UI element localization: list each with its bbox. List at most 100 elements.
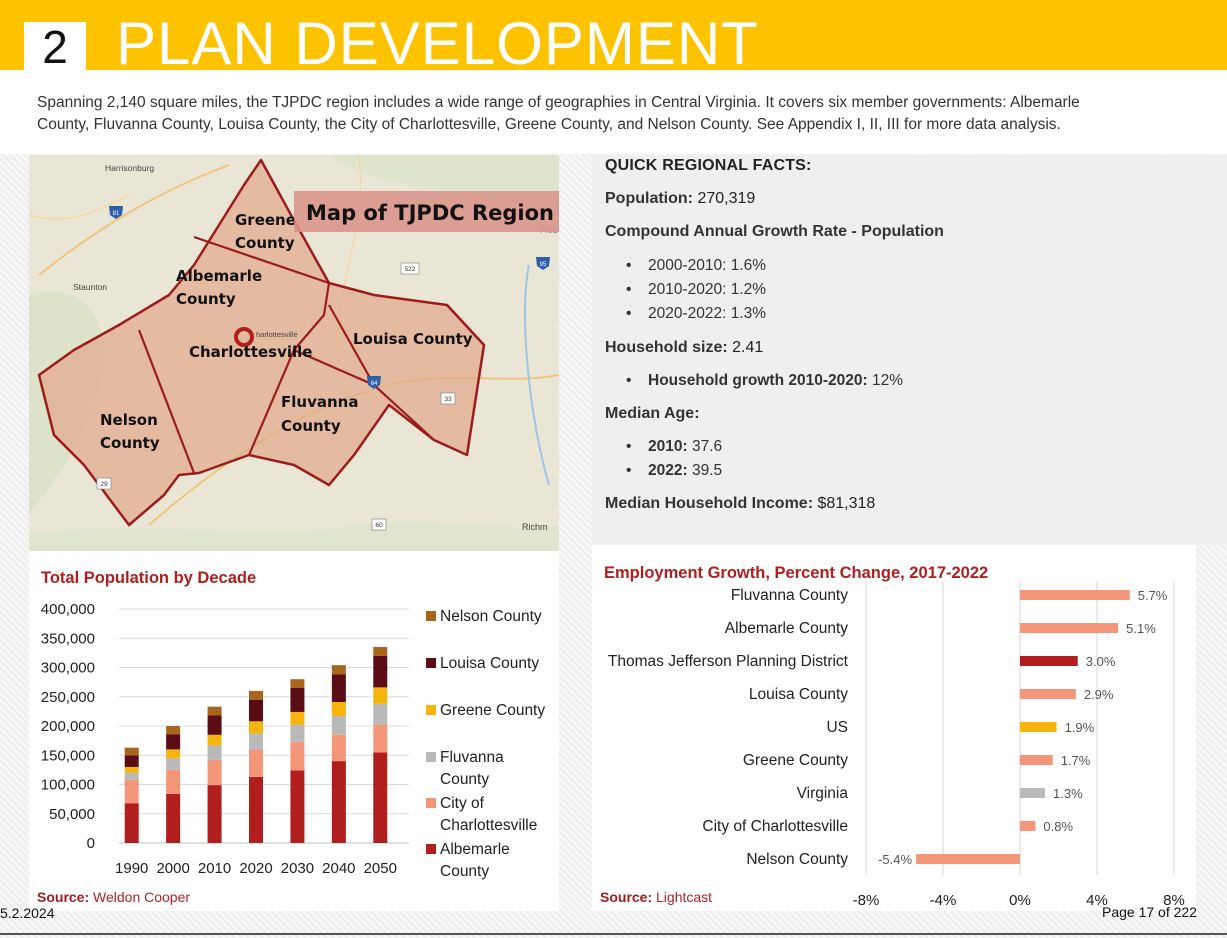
- category-label: Nelson County: [746, 851, 848, 868]
- intro-paragraph: Spanning 2,140 square miles, the TJPDC r…: [37, 92, 1207, 136]
- x-tick-label: 4%: [1086, 892, 1108, 909]
- bar-segment: [249, 749, 263, 777]
- bar-segment: [373, 703, 388, 725]
- route-60-shield: 60: [371, 518, 387, 531]
- x-tick-label: 2000: [156, 860, 189, 877]
- data-label: -5.4%: [878, 852, 912, 867]
- legend-label: Albemarle: [440, 841, 510, 858]
- population-chart-title: Total Population by Decade: [41, 569, 256, 587]
- bar: [916, 854, 1020, 864]
- bar-segment: [166, 758, 181, 770]
- bar-segment: [373, 687, 388, 704]
- bar-segment: [290, 711, 305, 725]
- legend-label: County: [440, 771, 489, 788]
- header-bar: [0, 0, 1227, 70]
- category-label: US: [826, 719, 848, 736]
- data-label: 1.9%: [1065, 720, 1095, 735]
- bar: [1020, 623, 1119, 633]
- bar-segment: [290, 724, 305, 742]
- bar-segment: [331, 665, 346, 675]
- label-harrisonburg: Harrisonburg: [105, 163, 154, 173]
- legend-label: City of: [440, 795, 485, 812]
- label-greene-2: County: [235, 234, 295, 252]
- legend-label: Louisa County: [440, 655, 539, 672]
- bar-segment: [166, 749, 181, 759]
- bar: [1020, 590, 1130, 600]
- interstate-95-shield: 95: [536, 257, 550, 270]
- legend-label: County: [440, 863, 489, 880]
- bar: [1020, 656, 1078, 666]
- charlottesville-outline: [234, 327, 254, 347]
- x-tick-label: 2010: [198, 860, 231, 877]
- label-albemarle-2: County: [176, 290, 236, 308]
- label-albemarle-1: Albemarle: [176, 267, 262, 285]
- tjpdc-region-fill: [37, 158, 486, 527]
- fact-household-growth-value: 12%: [871, 372, 903, 389]
- legend-swatch: [426, 798, 436, 808]
- terrain-shade-south: [29, 522, 559, 551]
- fact-median-age: Median Age:: [605, 405, 700, 423]
- svg-text:60: 60: [375, 522, 383, 529]
- bar: [1020, 722, 1057, 732]
- bar-segment: [290, 679, 305, 688]
- data-label: 5.1%: [1126, 621, 1156, 636]
- bar-segment: [249, 721, 263, 734]
- employment-source-value: Lightcast: [656, 889, 712, 905]
- category-label: Albemarle County: [725, 620, 848, 637]
- fact-age-2010-value: 37.6: [691, 438, 723, 455]
- bar-segment: [373, 647, 388, 656]
- population-chart-panel: Total Population by Decade 400,000 350,00…: [29, 551, 559, 911]
- fact-population-label: Population:: [605, 190, 693, 207]
- route-522-shield: 522: [400, 262, 420, 275]
- label-nelson-2: County: [100, 434, 160, 452]
- bar-segment: [124, 766, 139, 773]
- legend-swatch: [426, 611, 436, 621]
- fact-income-label: Median Household Income:: [605, 495, 814, 512]
- y-tick-label: 250,000: [41, 689, 95, 706]
- label-louisa: Louisa County: [353, 330, 473, 348]
- fact-age-2022-value: 39.5: [691, 462, 723, 479]
- legend-swatch: [426, 658, 436, 668]
- boundary-nelson-albemarle: [137, 329, 196, 474]
- fact-household-size-value: 2.41: [732, 339, 764, 356]
- data-label: 1.7%: [1061, 753, 1091, 768]
- bar-segment: [124, 803, 139, 843]
- boundary-louisa-west: [328, 304, 375, 386]
- bar-segment: [207, 706, 222, 716]
- section-title: PLAN DEVELOPMENT: [116, 10, 759, 70]
- fact-cagr-label: Compound Annual Growth Rate - Population: [605, 223, 944, 240]
- bar-segment: [373, 655, 388, 688]
- employment-chart-title: Employment Growth, Percent Change, 2017-…: [604, 564, 988, 582]
- x-tick-label: -4%: [930, 892, 957, 909]
- label-richmond: Richm: [522, 522, 548, 532]
- fact-age-2022-label: 2022:: [648, 462, 688, 479]
- svg-text:81: 81: [113, 211, 120, 217]
- bar: [1020, 689, 1076, 699]
- highway-line: [38, 164, 230, 276]
- bar: [1020, 788, 1046, 798]
- data-label: 2.9%: [1084, 687, 1114, 702]
- svg-text:29: 29: [100, 481, 108, 488]
- footer-page-number: Page 17 of 222: [1102, 904, 1197, 920]
- x-tick-label: 2030: [281, 860, 314, 877]
- y-tick-label: 0: [87, 835, 95, 852]
- svg-text:95: 95: [540, 262, 547, 268]
- data-label: 1.3%: [1053, 786, 1083, 801]
- x-tick-label: 2020: [239, 860, 272, 877]
- svg-text:522: 522: [405, 266, 416, 273]
- fact-population-value: 270,319: [697, 190, 756, 207]
- bar-segment: [207, 759, 222, 786]
- river-line: [524, 264, 550, 486]
- bar-segment: [166, 793, 181, 843]
- employment-source-label: Source:: [600, 889, 652, 905]
- fact-age-2010-label: 2010:: [648, 438, 688, 455]
- map-title: Map of TJPDC Region: [306, 201, 554, 225]
- bar-segment: [166, 734, 181, 750]
- facts-panel: [592, 155, 1227, 545]
- fact-population: Population: 270,319: [605, 190, 755, 208]
- data-label: 3.0%: [1086, 654, 1116, 669]
- bar-segment: [373, 724, 388, 753]
- bar-segment: [331, 674, 346, 703]
- bar-segment: [249, 690, 263, 700]
- bar-segment: [290, 770, 305, 843]
